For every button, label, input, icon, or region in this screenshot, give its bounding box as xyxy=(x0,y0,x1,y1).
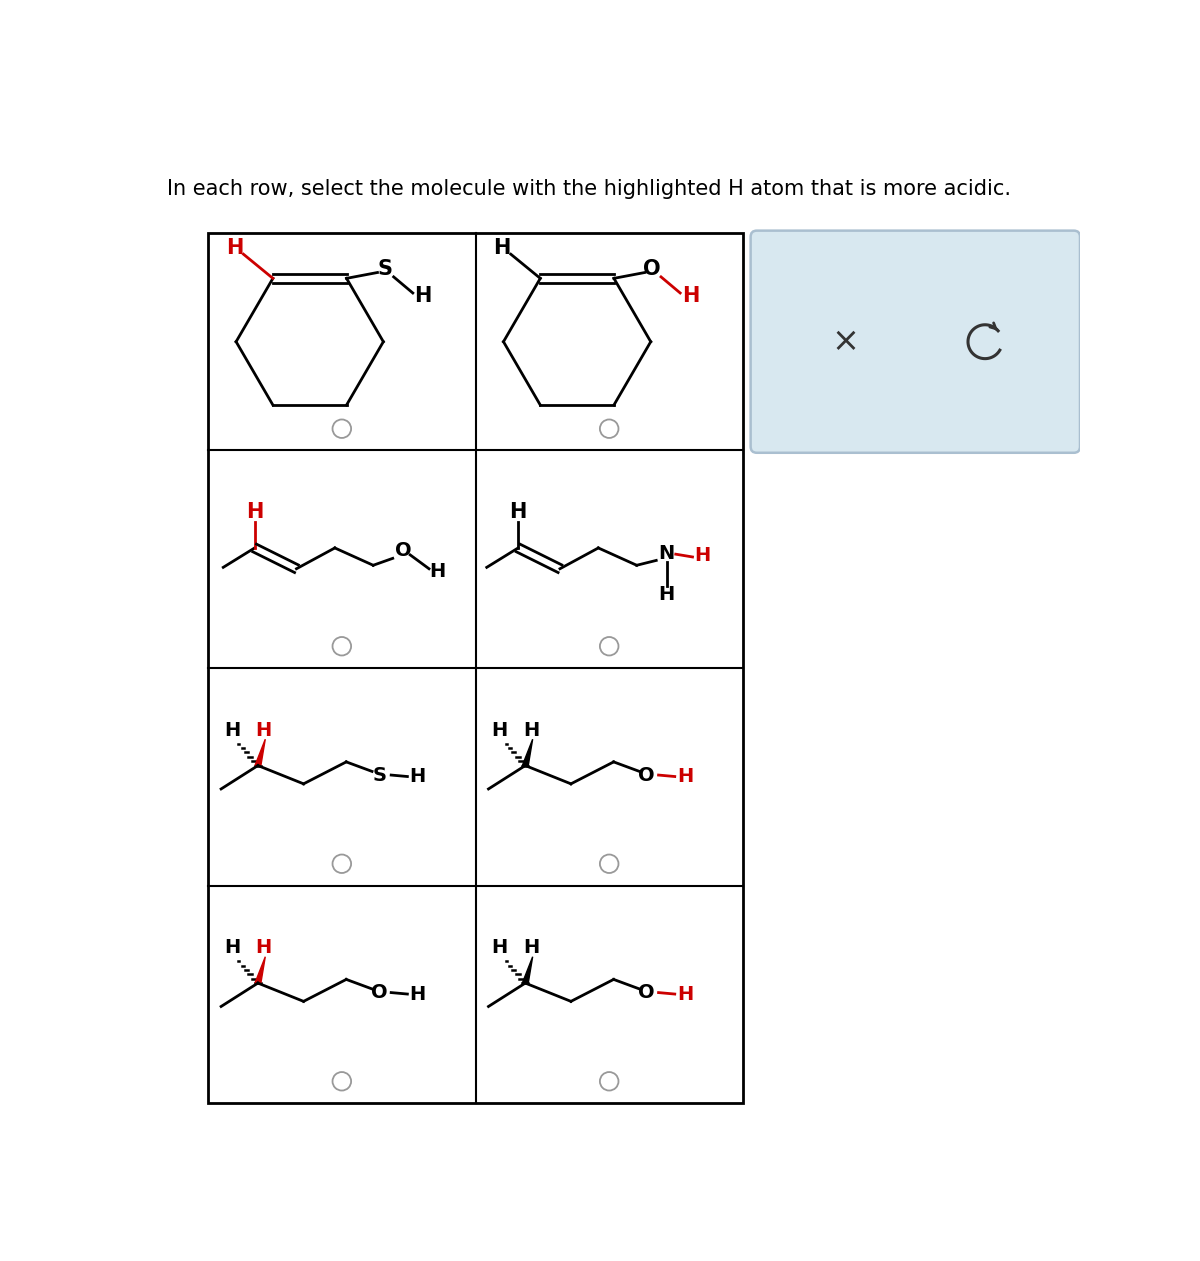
Text: H: H xyxy=(659,585,674,604)
Text: H: H xyxy=(682,286,700,306)
Text: H: H xyxy=(414,286,432,306)
Text: O: O xyxy=(638,984,655,1002)
Text: H: H xyxy=(256,938,272,957)
Text: H: H xyxy=(409,767,426,786)
Text: O: O xyxy=(395,541,412,560)
Text: H: H xyxy=(224,938,240,957)
Text: H: H xyxy=(694,546,710,565)
Text: H: H xyxy=(430,562,445,581)
Text: H: H xyxy=(677,767,694,786)
Text: H: H xyxy=(409,985,426,1004)
Text: H: H xyxy=(493,237,511,257)
Text: O: O xyxy=(371,984,388,1002)
Text: H: H xyxy=(246,502,263,522)
Text: S: S xyxy=(377,259,392,279)
Text: H: H xyxy=(226,237,244,257)
Polygon shape xyxy=(254,739,265,765)
Text: H: H xyxy=(510,502,527,522)
Text: H: H xyxy=(677,985,694,1004)
Polygon shape xyxy=(254,957,265,984)
Text: O: O xyxy=(643,259,661,279)
Text: H: H xyxy=(492,938,508,957)
Text: H: H xyxy=(492,721,508,740)
Text: S: S xyxy=(372,765,386,784)
Polygon shape xyxy=(522,957,533,984)
Text: H: H xyxy=(224,721,240,740)
Text: ×: × xyxy=(832,325,859,358)
FancyBboxPatch shape xyxy=(751,231,1080,453)
Text: In each row, select the molecule with the highlighted H atom that is more acidic: In each row, select the molecule with th… xyxy=(167,179,1012,199)
Text: N: N xyxy=(659,543,674,562)
Text: O: O xyxy=(638,765,655,784)
Text: H: H xyxy=(523,721,539,740)
Polygon shape xyxy=(522,739,533,765)
Bar xyxy=(208,233,743,1103)
Text: H: H xyxy=(523,938,539,957)
Text: H: H xyxy=(256,721,272,740)
